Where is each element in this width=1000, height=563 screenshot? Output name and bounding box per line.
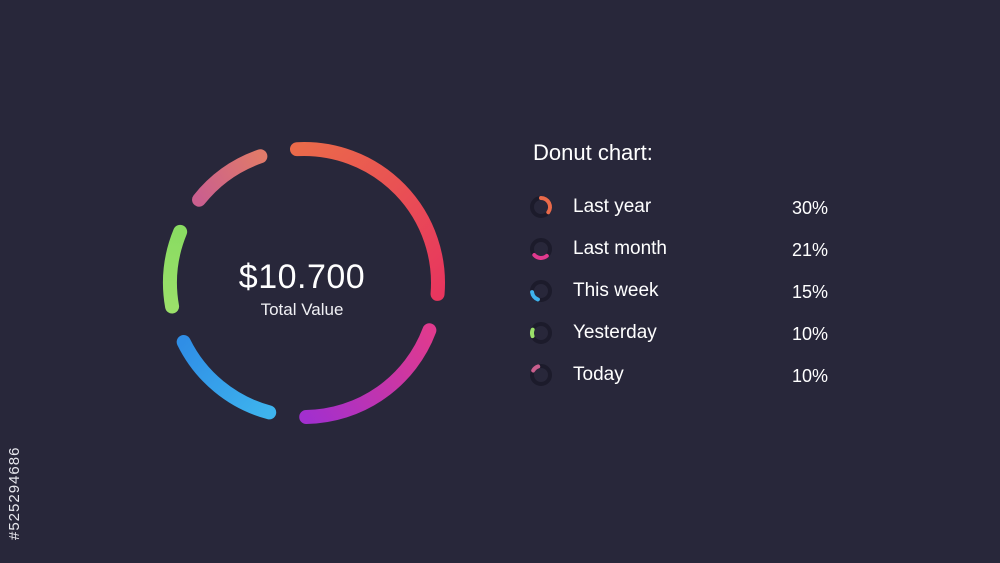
legend-value: 10% bbox=[791, 324, 828, 344]
swatch-arc bbox=[530, 327, 535, 339]
legend-item-last-month: Last month 21% bbox=[528, 234, 828, 264]
total-value: $10.700 bbox=[238, 258, 366, 296]
swatch-track bbox=[530, 322, 552, 344]
legend-item-today: Today 10% bbox=[528, 360, 828, 390]
chart-title: Donut chart: bbox=[533, 140, 653, 165]
legend-swatch-icon bbox=[530, 280, 552, 302]
swatch-arc bbox=[530, 290, 540, 302]
legend-item-this-week: This week 15% bbox=[528, 276, 828, 306]
donut-segment-this-week bbox=[176, 334, 277, 420]
legend-swatch-icon bbox=[530, 196, 552, 218]
legend-label: This week bbox=[573, 280, 659, 301]
swatch-track bbox=[530, 364, 552, 386]
donut-segment-yesterday bbox=[163, 224, 188, 314]
legend-value: 30% bbox=[791, 198, 828, 218]
legend-label: Last month bbox=[573, 238, 667, 259]
legend-value: 10% bbox=[791, 366, 828, 386]
swatch-arc bbox=[532, 253, 549, 260]
legend-item-yesterday: Yesterday 10% bbox=[528, 318, 828, 348]
donut-center: $10.700 Total Value bbox=[202, 255, 402, 321]
legend-value: 21% bbox=[791, 240, 828, 260]
swatch-arc bbox=[531, 364, 541, 373]
swatch-arc bbox=[539, 196, 552, 215]
legend-label: Last year bbox=[573, 196, 652, 217]
total-value-label: Total Value bbox=[260, 300, 344, 319]
legend-swatch-icon bbox=[530, 322, 552, 344]
legend-item-last-year: Last year 30% bbox=[528, 192, 828, 222]
donut-segment-today bbox=[192, 149, 268, 207]
donut-segment-last-month bbox=[299, 323, 437, 424]
legend-swatch-icon bbox=[530, 238, 552, 260]
legend-swatch-icon bbox=[530, 364, 552, 386]
stock-watermark-id: #525294686 bbox=[6, 446, 23, 540]
legend-label: Yesterday bbox=[573, 322, 657, 343]
legend-value: 15% bbox=[791, 282, 828, 302]
legend-label: Today bbox=[573, 364, 624, 385]
donut-segment-last-year bbox=[289, 142, 445, 301]
